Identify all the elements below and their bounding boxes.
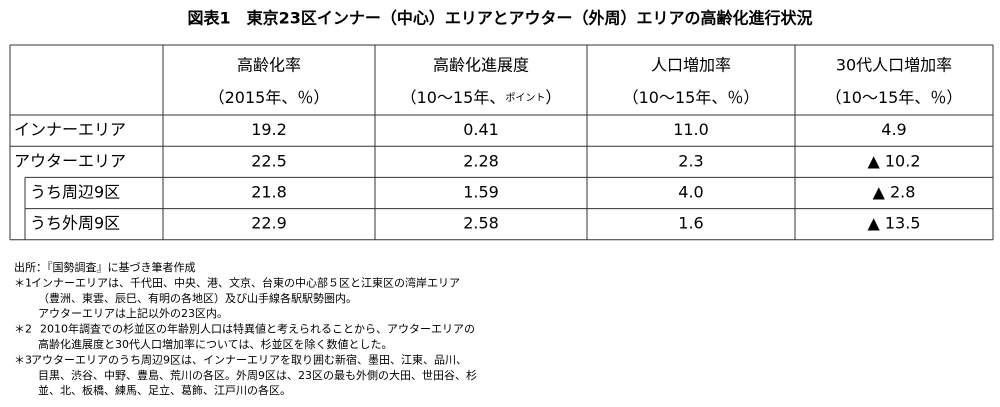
cell-value: 2.3 [678, 151, 703, 170]
subheader-part: （10～15年、％） [623, 88, 760, 107]
subheader-part: （10～15年、 [401, 88, 506, 107]
note-line: 2010年調査での杉並区の年齢別人口は特異値と考えられることから、アウターエリア… [40, 322, 475, 336]
column-subheader: （10～15年、％） [623, 88, 760, 107]
cell-value: 1.6 [678, 214, 703, 233]
cell-value: 0.41 [463, 120, 499, 139]
cell-value: 21.8 [251, 183, 287, 202]
subheader-part: ポイント [505, 92, 545, 104]
note-line: 高齢化進展度と30代人口増加率については、杉並区を除く数値とした。 [38, 337, 392, 351]
note-line: 目黒、渋谷、中野、豊島、荒川の各区。外周9区は、23区の最も外側の大田、世田谷、… [38, 368, 477, 382]
note-marker: ＊3 [14, 353, 32, 366]
cell-value: 11.0 [673, 120, 709, 139]
note-marker: ＊1 [14, 276, 32, 289]
note-line: アウターエリアは上記以外の23区内。 [38, 306, 228, 320]
cell-value: 4.9 [881, 120, 906, 139]
column-header: 30代人口増加率 [836, 56, 952, 75]
note-marker: ＊2 [14, 323, 32, 336]
cell-value: 22.5 [251, 151, 287, 170]
column-subheader: （2015年、％） [209, 88, 330, 107]
cell-value: ▲ 10.2 [867, 151, 920, 170]
column-header: 人口増加率 [651, 56, 731, 75]
subheader-part: （2015年、％） [209, 88, 330, 107]
row-label: うち周辺9区 [30, 183, 120, 202]
cell-value: 1.59 [463, 183, 499, 202]
subheader-part: （10～15年、％） [826, 88, 963, 107]
note-line: 並、北、板橋、練馬、足立、葛飾、江戸川の各区。 [38, 383, 291, 397]
source-note: 出所：『国勢調査』に基づき筆者作成 [14, 260, 196, 274]
note-line: アウターエリアのうち周辺9区は、インナーエリアを取り囲む新宿、墨田、江東、品川、 [31, 352, 467, 366]
column-subheader: （10～15年、％） [826, 88, 963, 107]
cell-value: ▲ 13.5 [867, 214, 920, 233]
cell-value: 22.9 [251, 214, 287, 233]
cell-value: 4.0 [678, 183, 703, 202]
column-header: 高齢化率 [237, 56, 301, 75]
row-label: アウターエリア [14, 151, 126, 170]
column-header: 高齢化進展度 [433, 56, 529, 75]
row-label: インナーエリア [14, 120, 126, 139]
column-subheader: （10～15年、ポイント） [401, 88, 562, 107]
cell-value: ▲ 2.8 [873, 183, 916, 202]
note-line: インナーエリアは、千代田、中央、港、文京、台東の中心部５区と江東区の湾岸エリア [31, 275, 460, 289]
cell-value: 19.2 [251, 120, 287, 139]
cell-value: 2.58 [463, 214, 499, 233]
note-line: （豊洲、東雲、辰巳、有明の各地区）及び山手線各駅駅勢圏内。 [38, 291, 357, 305]
cell-value: 2.28 [463, 151, 499, 170]
title: 図表1 東京23区インナー（中心）エリアとアウター（外周）エリアの高齢化進行状況 [187, 9, 812, 28]
row-label: うち外周9区 [30, 214, 120, 233]
subheader-part: ） [545, 88, 561, 107]
